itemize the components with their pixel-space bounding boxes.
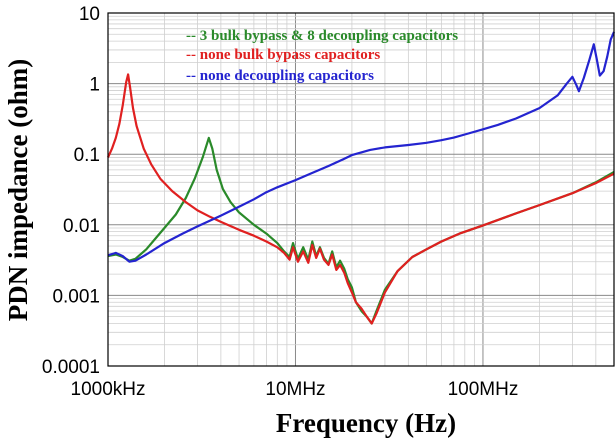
y-tick-label: 10 — [79, 4, 100, 25]
legend-entry-green: -- 3 bulk bypass & 8 decoupling capacito… — [186, 28, 458, 44]
series-line-1 — [106, 73, 615, 325]
grid — [107, 12, 615, 367]
x-axis-title: Frequency (Hz) — [276, 408, 456, 438]
series-line-2 — [107, 31, 616, 263]
y-tick-label: 0.1 — [74, 145, 100, 166]
y-tick-label: 0.0001 — [42, 357, 100, 378]
y-tick-label: 1 — [89, 75, 100, 96]
y-tick-labels: 10 1 0.1 0.01 0.001 0.0001 — [42, 4, 100, 378]
x-tick-labels: 1000kHz 10MHz 100MHz — [71, 379, 519, 400]
y-axis-title: PDN impedance (ohm) — [3, 59, 33, 321]
y-tick-label: 0.01 — [63, 216, 100, 237]
series-lines — [106, 31, 616, 325]
legend: -- 3 bulk bypass & 8 decoupling capacito… — [186, 28, 458, 84]
y-tick-label: 0.001 — [52, 286, 100, 307]
plot-border — [107, 12, 615, 367]
x-tick-label: 100MHz — [448, 379, 519, 400]
legend-entry-red: -- none bulk bypass capacitors — [186, 47, 380, 63]
x-tick-label: 1000kHz — [71, 379, 146, 400]
x-tick-label: 10MHz — [265, 379, 325, 400]
legend-entry-blue: -- none decoupling capacitors — [186, 68, 374, 84]
